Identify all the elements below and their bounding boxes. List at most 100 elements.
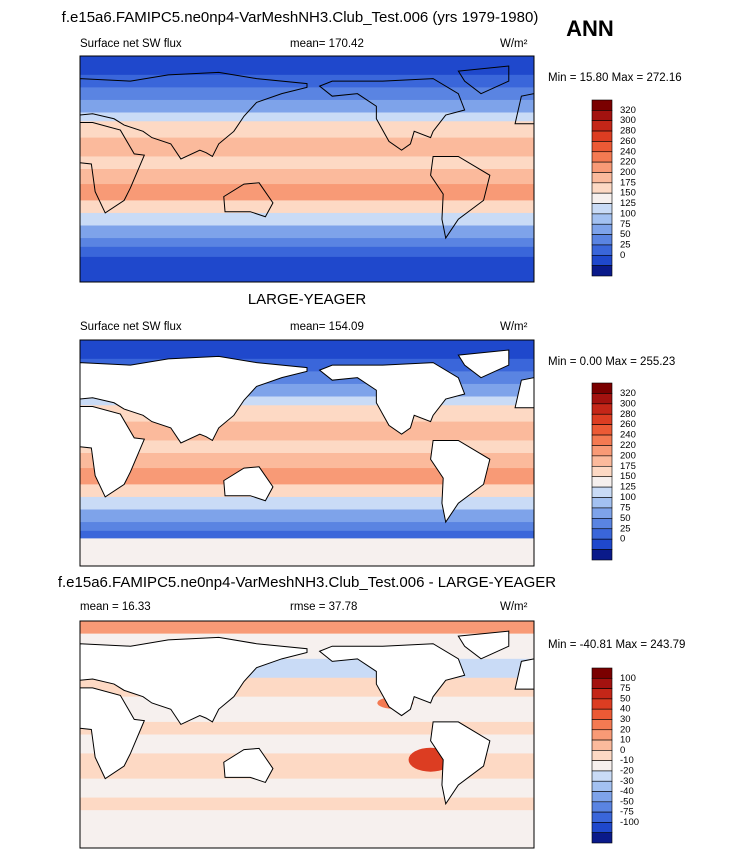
colorbar-label: 25 [620, 523, 631, 534]
map [80, 340, 534, 566]
colorbar-label: -10 [620, 755, 634, 766]
colorbar-box [591, 172, 613, 184]
colorbar-label: -20 [620, 765, 634, 776]
colorbar-label: 220 [620, 440, 636, 451]
coastline [318, 643, 466, 717]
field-band [80, 99, 534, 113]
colorbar-box [591, 729, 613, 741]
colorbar-box [591, 822, 613, 834]
field-band [80, 256, 534, 282]
colorbar-box [591, 213, 613, 225]
colorbar-label: 220 [620, 157, 636, 168]
field-band [80, 87, 534, 101]
colorbar-label: 25 [620, 239, 631, 250]
field-band [80, 56, 534, 76]
field-band [80, 797, 534, 811]
colorbar-box [591, 265, 613, 277]
field-band [80, 121, 534, 139]
colorbar-box [591, 465, 613, 478]
field-band [80, 820, 534, 848]
field-band [80, 112, 534, 122]
colorbar-label: 125 [620, 198, 636, 209]
center-label: mean= 154.09 [290, 321, 364, 333]
field-band [80, 484, 534, 498]
colorbar-box [591, 528, 613, 540]
coastline [80, 71, 308, 160]
colorbar-box [591, 518, 613, 530]
colorbar-box [591, 486, 613, 498]
field-band [80, 340, 534, 360]
coastline [318, 362, 466, 435]
colorbar-label: 0 [620, 745, 625, 756]
units-label: W/m² [500, 38, 528, 50]
field-band [80, 509, 534, 523]
coastline [457, 349, 510, 379]
field-band [80, 778, 534, 799]
colorbar-label: 320 [620, 105, 636, 116]
colorbar-box [591, 667, 613, 679]
left-label: Surface net SW flux [80, 321, 182, 333]
units-label: W/m² [500, 601, 528, 613]
panel-title: LARGE-YEAGER [248, 291, 367, 308]
min-max: Min = -40.81 Max = 243.79 [548, 639, 685, 651]
map [80, 621, 534, 848]
field-band [80, 225, 534, 239]
coastline [223, 466, 274, 502]
colorbar-label: 50 [620, 229, 631, 240]
colorbar-label: 280 [620, 409, 636, 420]
coastline [223, 747, 274, 784]
coastline [457, 630, 510, 660]
coastline [80, 122, 146, 214]
colorbar-label: 100 [620, 673, 636, 684]
colorbar-label: 0 [620, 534, 625, 545]
colorbar-label: -40 [620, 786, 634, 797]
colorbar-label: -100 [620, 817, 639, 828]
colorbar-label: 200 [620, 450, 636, 461]
colorbar-label: 10 [620, 735, 631, 746]
coastline [514, 93, 534, 125]
colorbar-box [591, 223, 613, 235]
colorbar-box [591, 538, 613, 550]
colorbar-label: 40 [620, 704, 631, 715]
coastline [80, 636, 308, 726]
colorbar-label: 280 [620, 126, 636, 137]
colorbar-box [591, 382, 613, 394]
panel-title: f.e15a6.FAMIPC5.ne0np4-VarMeshNH3.Club_T… [62, 9, 539, 26]
field-band [80, 238, 534, 248]
colorbar-box [591, 182, 613, 194]
min-max: Min = 15.80 Max = 272.16 [548, 72, 682, 84]
field-band [80, 246, 534, 258]
colorbar-label: 260 [620, 136, 636, 147]
coastline [223, 182, 274, 218]
colorbar-box [591, 708, 613, 720]
panel-title: f.e15a6.FAMIPC5.ne0np4-VarMeshNH3.Club_T… [58, 574, 556, 591]
field-band [80, 621, 534, 635]
map-frame [79, 620, 535, 849]
field-band [80, 421, 534, 441]
field-band [80, 810, 534, 821]
coastline [430, 721, 491, 806]
colorbar-label: 150 [620, 188, 636, 199]
colorbar-label: 100 [620, 492, 636, 503]
field-band [80, 721, 534, 735]
colorbar-label: 175 [620, 177, 636, 188]
field-band [80, 496, 534, 510]
units-label: W/m² [500, 321, 528, 333]
left-label: Surface net SW flux [80, 38, 182, 50]
coastline [430, 155, 491, 240]
field-band [80, 538, 534, 566]
coastline [80, 687, 146, 780]
colorbar-box [591, 677, 613, 689]
field-band [80, 184, 534, 201]
colorbar-box [591, 445, 613, 457]
field-band [80, 396, 534, 406]
colorbar-box [591, 424, 613, 436]
colorbar-box [591, 791, 613, 803]
colorbar-box [591, 760, 613, 772]
colorbar-label: 320 [620, 388, 636, 399]
colorbar-box [591, 719, 613, 731]
colorbar-label: 100 [620, 208, 636, 219]
colorbar-label: 300 [620, 115, 636, 126]
colorbar-label: 300 [620, 398, 636, 409]
colorbar-label: 75 [620, 502, 631, 513]
